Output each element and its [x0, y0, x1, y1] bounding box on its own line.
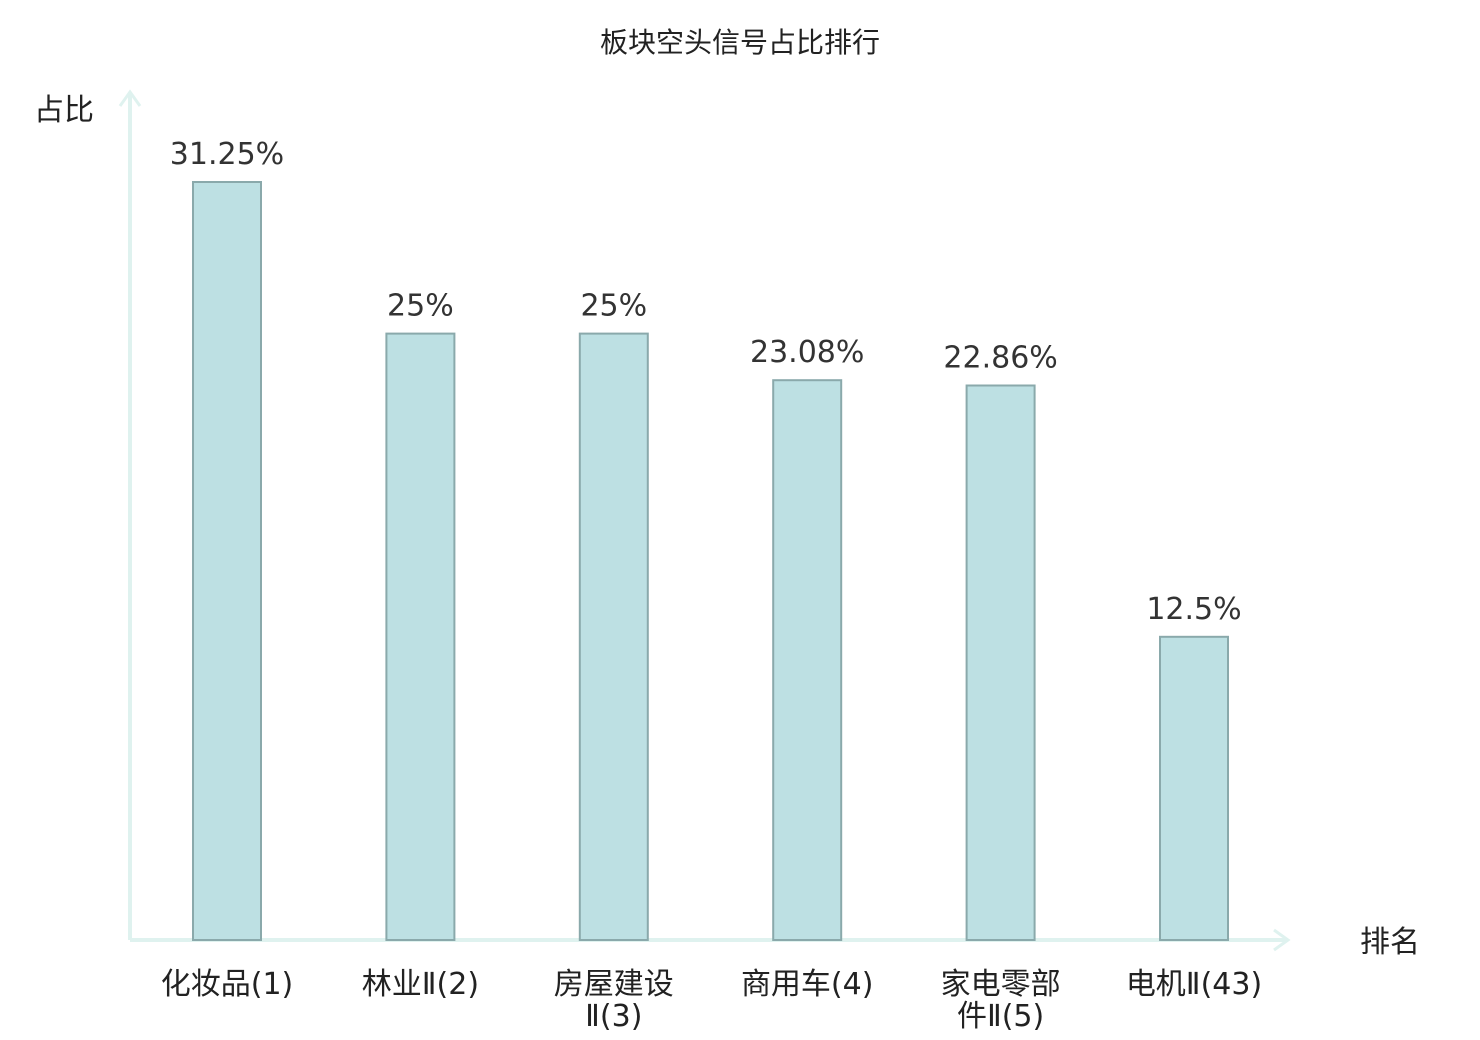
- y-axis-label: 占比: [34, 93, 94, 128]
- category-label-line: 林业Ⅱ(2): [362, 967, 479, 1002]
- value-labels: 31.25% 25% 25% 23.08% 22.86% 12.5%: [170, 137, 1242, 627]
- category-label-line: 化妆品(1): [161, 967, 294, 1002]
- chart-title: 板块空头信号占比排行: [600, 26, 880, 59]
- bar-1: [192, 181, 262, 941]
- category-label-1: 化妆品(1): [161, 967, 294, 1002]
- category-label-line: 家电零部: [941, 967, 1061, 1002]
- x-axis: [130, 928, 1291, 952]
- value-label-6: 12.5%: [1146, 592, 1241, 627]
- value-label-5: 22.86%: [943, 341, 1057, 376]
- bar-3: [578, 332, 649, 942]
- value-label-4: 23.08%: [750, 335, 864, 370]
- category-label-line: 房屋建设: [554, 967, 674, 1002]
- value-label-1: 31.25%: [170, 137, 284, 172]
- bar-6: [1159, 635, 1229, 941]
- category-label-2: 林业Ⅱ(2): [362, 967, 479, 1002]
- value-label-3: 25%: [580, 289, 647, 324]
- category-label-3: 房屋建设 Ⅱ(3): [554, 967, 674, 1034]
- bar-2: [385, 332, 456, 942]
- category-labels: 化妆品(1) 林业Ⅱ(2) 房屋建设 Ⅱ(3) 商用车(4) 家电零部件Ⅱ(5) 电机Ⅱ(4…: [161, 967, 1262, 1034]
- bar-series: [192, 181, 1229, 942]
- category-label-6: 电机Ⅱ(43): [1126, 967, 1262, 1002]
- category-label-5: 家电零部件Ⅱ(5): [941, 967, 1061, 1034]
- bar-4: [772, 379, 843, 941]
- x-axis-label: 排名: [1360, 925, 1420, 960]
- y-axis: [118, 89, 142, 940]
- category-label-line: 商用车(4): [741, 967, 874, 1002]
- category-label-line: 件Ⅱ(5): [957, 999, 1044, 1034]
- category-label-line: Ⅱ(3): [585, 999, 642, 1034]
- bar-5: [965, 384, 1036, 941]
- category-label-line: 电机Ⅱ(43): [1126, 967, 1262, 1002]
- value-label-2: 25%: [387, 289, 454, 324]
- category-label-4: 商用车(4): [741, 967, 874, 1002]
